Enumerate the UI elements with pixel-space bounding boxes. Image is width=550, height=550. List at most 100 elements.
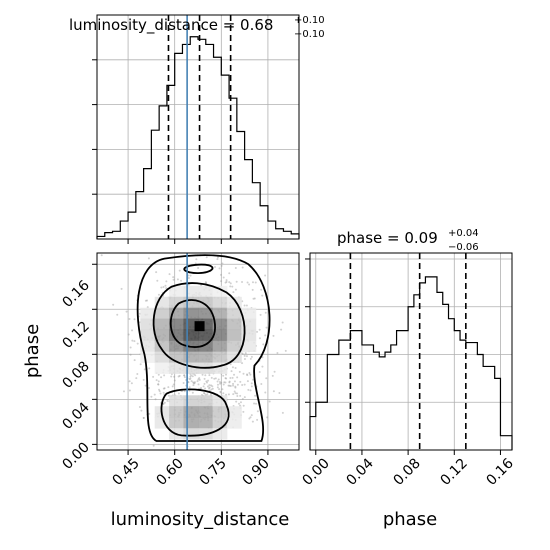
scatter-point [256, 418, 259, 421]
density-cell [212, 406, 228, 418]
scatter-point [236, 394, 239, 397]
density-cell [183, 428, 199, 440]
density-cell [169, 340, 185, 352]
y-tick-label: 0.16 [59, 277, 92, 310]
scatter-point [224, 373, 227, 376]
scatter-point [243, 304, 246, 307]
scatter-point [146, 299, 149, 302]
scatter-point [234, 288, 237, 291]
scatter-point [157, 293, 160, 296]
scatter-point [131, 339, 134, 342]
scatter-point [243, 383, 246, 386]
scatter-point [229, 384, 232, 387]
density-cell [140, 307, 156, 320]
scatter-point [229, 363, 232, 366]
density-cell [140, 329, 156, 342]
y-tick-label: 0.00 [59, 440, 92, 473]
density-cell [183, 318, 199, 331]
scatter-point [232, 382, 235, 385]
scatter-point [265, 377, 268, 380]
scatter-point [236, 383, 239, 386]
density-cell [226, 307, 242, 320]
scatter-point [246, 373, 249, 376]
scatter-point [222, 392, 225, 395]
scatter-point [230, 370, 233, 373]
scatter-point [163, 374, 166, 377]
density-cell [154, 351, 170, 363]
scatter-point [261, 365, 264, 368]
density-cell [226, 417, 242, 429]
density-cell [198, 318, 213, 331]
density-cell [154, 340, 170, 352]
scatter-point [241, 280, 244, 283]
scatter-point [250, 414, 253, 417]
x-axis-label-luminosity-distance: luminosity_distance [111, 509, 290, 530]
scatter-point [157, 383, 160, 386]
scatter-point [248, 283, 251, 286]
scatter-point [216, 380, 219, 383]
scatter-point [166, 399, 169, 402]
scatter-point [284, 349, 287, 352]
density-cell [226, 340, 242, 352]
density-cell [154, 296, 170, 309]
scatter-point [225, 377, 228, 380]
scatter-point [216, 383, 219, 386]
scatter-point [195, 258, 198, 261]
scatter-point [232, 384, 235, 387]
scatter-point [189, 274, 192, 277]
scatter-point [239, 380, 242, 383]
scatter-point [202, 391, 205, 394]
density-cell [183, 362, 199, 374]
density-cell [154, 362, 170, 374]
scatter-point [130, 382, 133, 385]
scatter-point [222, 383, 225, 386]
scatter-point [241, 352, 244, 355]
scatter-point [156, 279, 159, 282]
scatter-point [250, 385, 253, 388]
scatter-point [140, 409, 143, 412]
scatter-point [229, 285, 232, 288]
scatter-point [160, 376, 163, 379]
ld-title-plus: +0.10 [294, 15, 325, 26]
density-cell [226, 406, 242, 418]
scatter-point [206, 393, 209, 396]
scatter-point [183, 376, 186, 379]
scatter-point [264, 274, 267, 277]
scatter-point [208, 374, 211, 377]
x-tick-label: 0.60 [153, 456, 186, 489]
scatter-point [229, 376, 232, 379]
scatter-point [206, 385, 209, 388]
scatter-point [187, 381, 190, 384]
scatter-point [223, 381, 226, 384]
density-cell [140, 351, 156, 363]
scatter-point [143, 368, 146, 371]
scatter-point [224, 281, 227, 284]
scatter-point [180, 279, 183, 282]
contour-middle [152, 282, 246, 369]
scatter-point [157, 383, 160, 386]
scatter-point [152, 444, 155, 447]
scatter-point [183, 374, 186, 377]
scatter-point [131, 329, 134, 332]
scatter-point [216, 386, 219, 389]
scatter-point [120, 287, 123, 290]
x-tick-label: 0.16 [483, 455, 516, 488]
scatter-point [264, 311, 267, 314]
scatter-point [264, 334, 267, 337]
scatter-point [127, 333, 130, 336]
ld-histogram-step [96, 36, 300, 239]
scatter-point [218, 267, 221, 270]
scatter-point [208, 384, 211, 387]
scatter-point [172, 278, 175, 281]
scatter-point [173, 379, 176, 382]
scatter-point [162, 285, 165, 288]
scatter-point [183, 374, 186, 377]
scatter-point [265, 326, 268, 329]
y-tick-label: 0.08 [59, 359, 92, 392]
phase-title-minus: −0.06 [448, 242, 479, 253]
scatter-point [233, 373, 236, 376]
scatter-point [157, 373, 160, 376]
scatter-point [254, 394, 257, 397]
density-cell [140, 340, 156, 352]
